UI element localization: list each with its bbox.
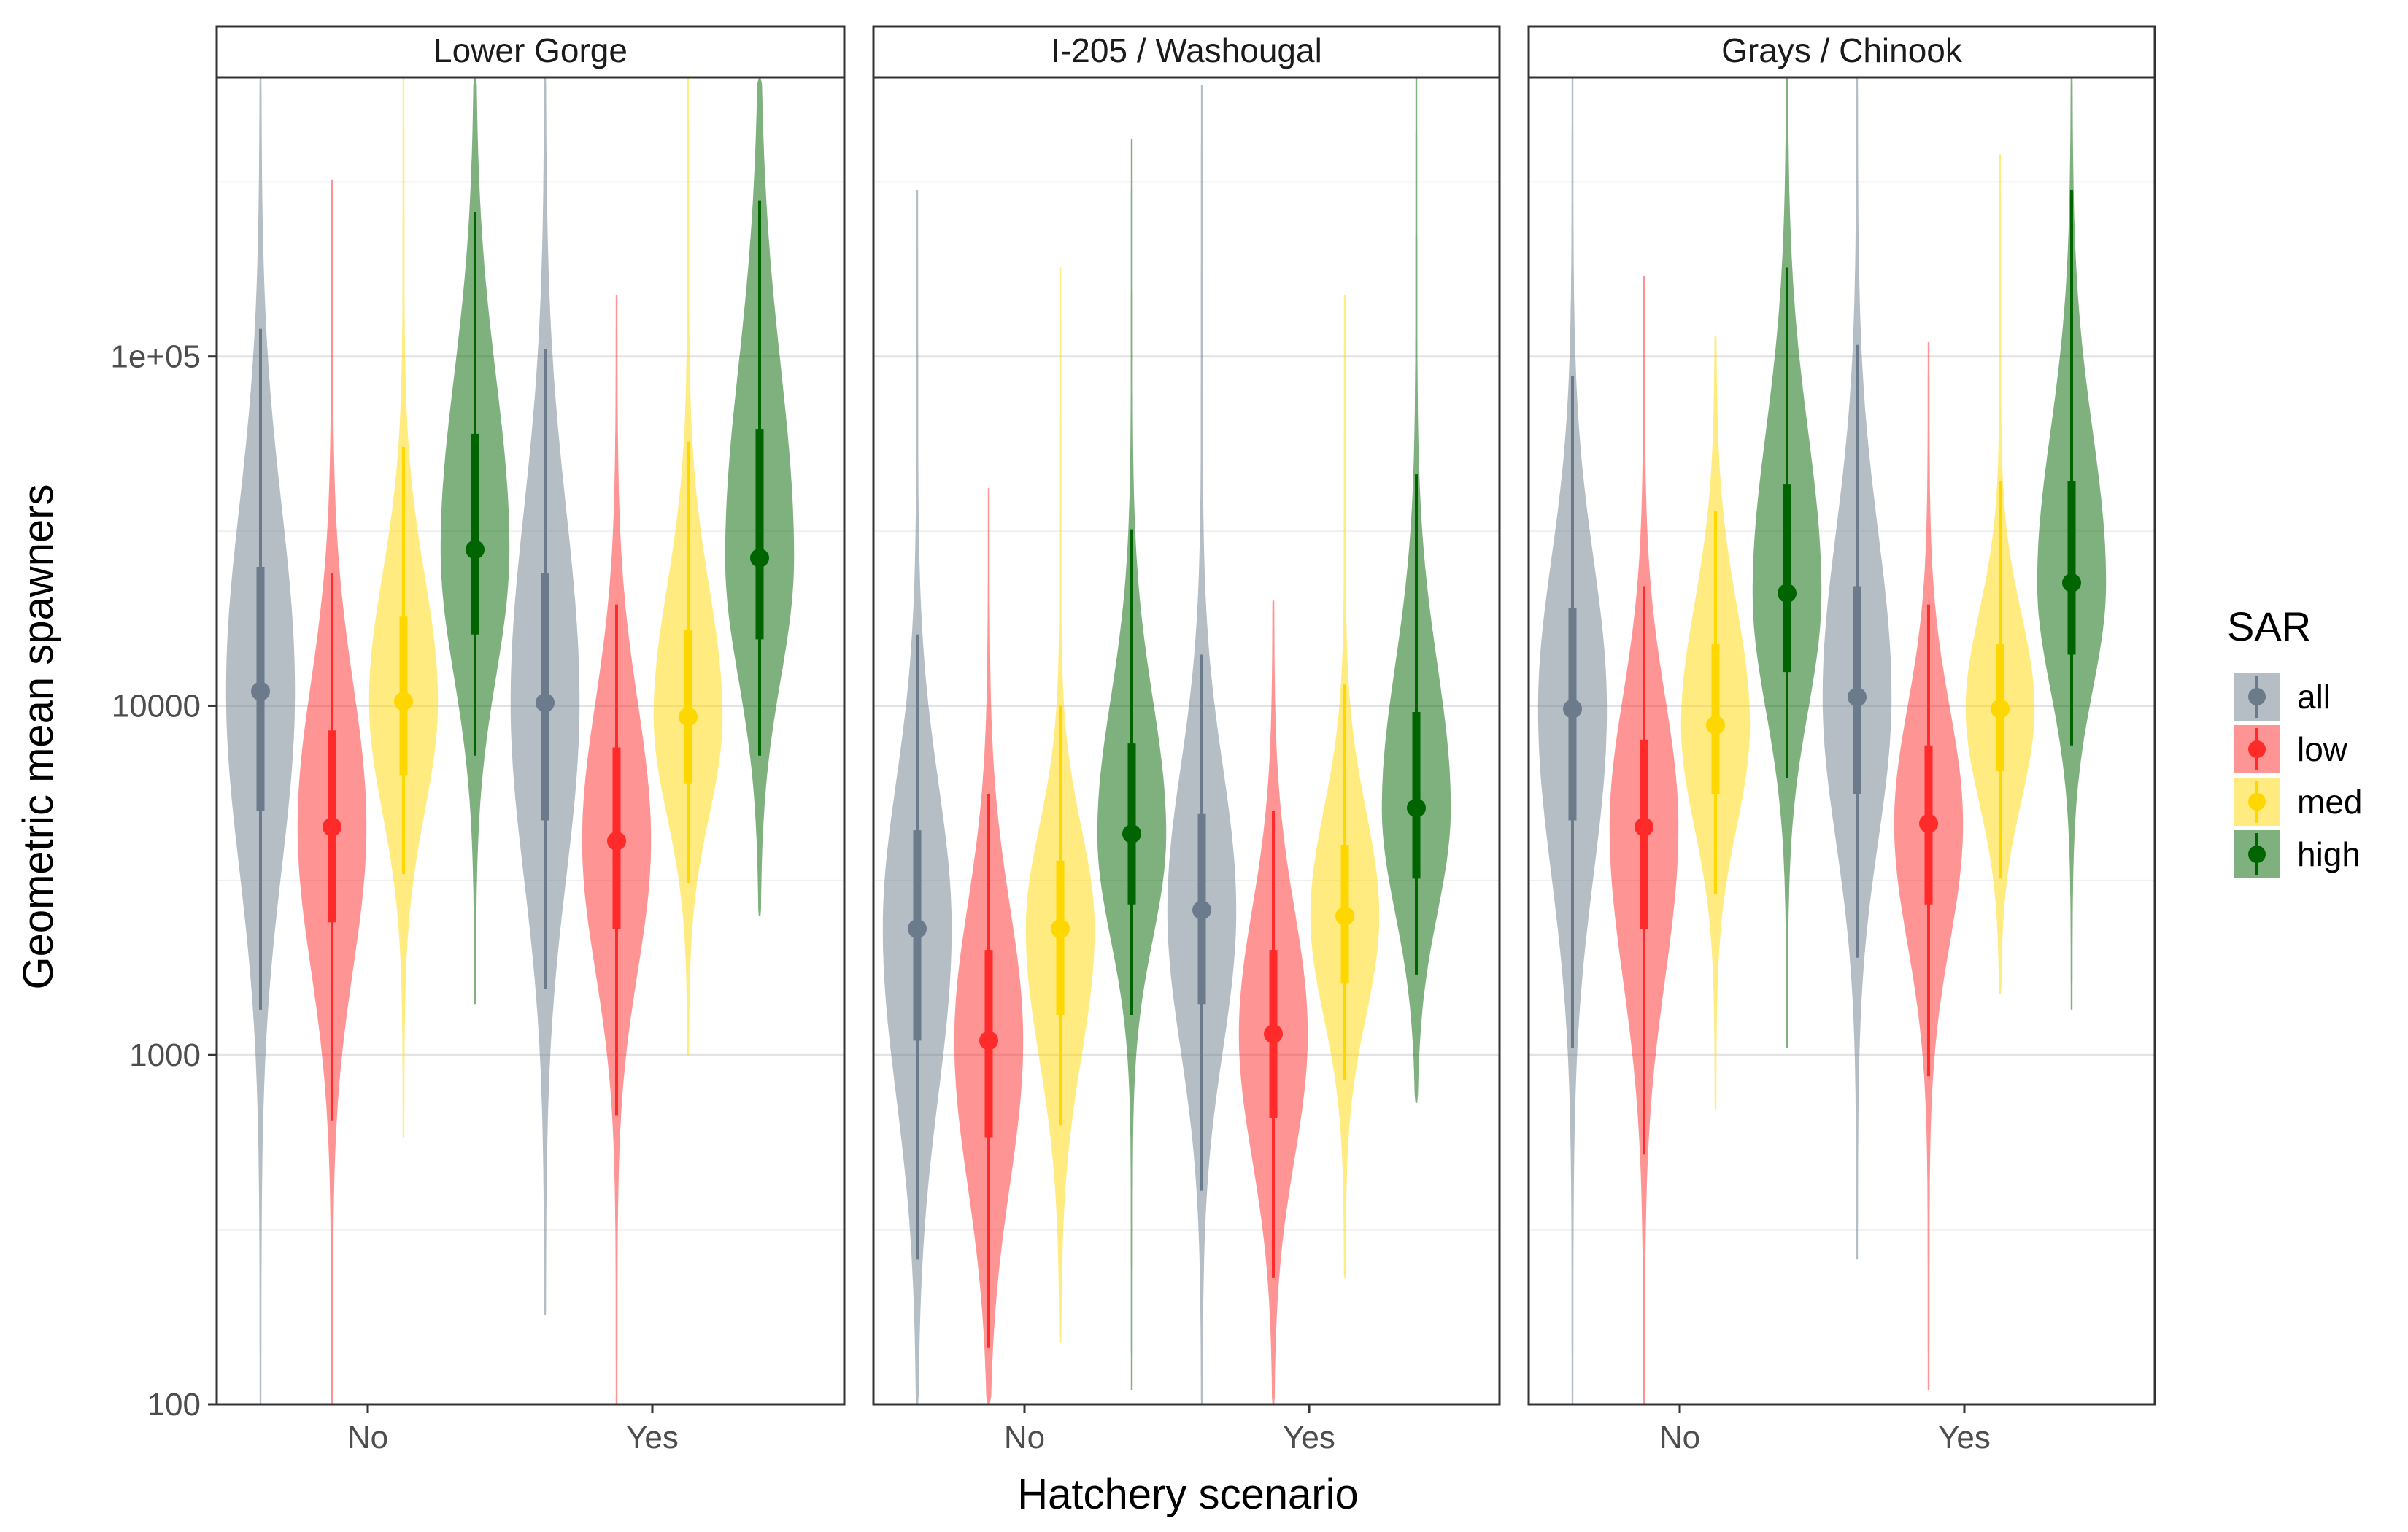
median-point-all-yes [1192, 900, 1211, 920]
panel-2: No Yes I-205 / Washougal [872, 25, 1501, 1455]
facet-strip-label: Lower Gorge [433, 31, 628, 69]
x-tick-label: No [1004, 1420, 1045, 1455]
legend-entry-med: med [2234, 778, 2362, 826]
median-point-all-yes [1848, 687, 1867, 707]
median-point-low-no [1635, 817, 1653, 837]
x-tick-label: No [1659, 1420, 1700, 1455]
median-point-med-no [394, 692, 413, 711]
median-point-all-no [251, 681, 270, 701]
median-point-all-no [1563, 699, 1582, 719]
legend-entry-all: all [2234, 673, 2331, 721]
facet-strip-label: I-205 / Washougal [1051, 31, 1322, 69]
median-point-high-yes [1407, 798, 1426, 818]
legend-label-low: low [2297, 730, 2348, 768]
y-tick-label: 1000 [129, 1037, 201, 1073]
median-point-med-yes [679, 707, 698, 727]
y-axis-title: Geometric mean spawners [15, 484, 62, 989]
y-tick-label: 1e+05 [110, 339, 201, 375]
median-point-high-yes [750, 548, 769, 568]
y-tick-label: 10000 [112, 688, 201, 724]
facet-strip [1527, 25, 2156, 79]
x-tick-label: Yes [626, 1420, 679, 1455]
median-point-all-yes [536, 693, 555, 713]
legend-label-all: all [2297, 678, 2331, 716]
panel-3: No Yes Grays / Chinook [1527, 25, 2156, 1455]
x-tick-label: No [347, 1420, 388, 1455]
median-point-med-yes [1991, 699, 2010, 719]
legend-key-point [2248, 740, 2266, 758]
legend-key-point [2248, 793, 2266, 811]
y-axis: 100 1000 10000 1e+05 [110, 339, 217, 1423]
legend-entry-high: high [2234, 830, 2361, 878]
median-point-med-yes [1335, 906, 1354, 926]
median-point-low-yes [1919, 813, 1938, 833]
facet-strip [215, 25, 846, 79]
legend-key-point [2248, 688, 2266, 705]
median-point-low-no [979, 1031, 998, 1051]
facet-strip [872, 25, 1501, 79]
median-point-high-yes [2062, 573, 2081, 592]
facet-strip-label: Grays / Chinook [1721, 31, 1963, 69]
median-point-low-yes [1264, 1024, 1283, 1044]
median-point-med-no [1706, 716, 1725, 735]
legend-entry-low: low [2234, 725, 2348, 773]
median-point-high-no [1122, 824, 1141, 843]
median-point-med-no [1051, 919, 1070, 939]
panel-1: No Yes Lower Gorge [215, 25, 846, 1455]
x-tick-label: Yes [1938, 1420, 1991, 1455]
median-point-all-no [908, 919, 927, 939]
x-tick-label: Yes [1283, 1420, 1335, 1455]
x-axis-title: Hatchery scenario [1017, 1471, 1358, 1518]
legend-key-point [2248, 846, 2266, 863]
median-point-low-yes [607, 831, 626, 851]
legend-label-high: high [2297, 835, 2361, 873]
median-point-high-no [466, 540, 485, 560]
legend-title: SAR [2227, 603, 2311, 649]
median-point-low-no [323, 817, 341, 837]
y-tick-label: 100 [147, 1387, 201, 1423]
legend-label-med: med [2297, 783, 2362, 821]
median-point-high-no [1778, 584, 1797, 603]
legend: SAR all low med high [2227, 603, 2362, 878]
